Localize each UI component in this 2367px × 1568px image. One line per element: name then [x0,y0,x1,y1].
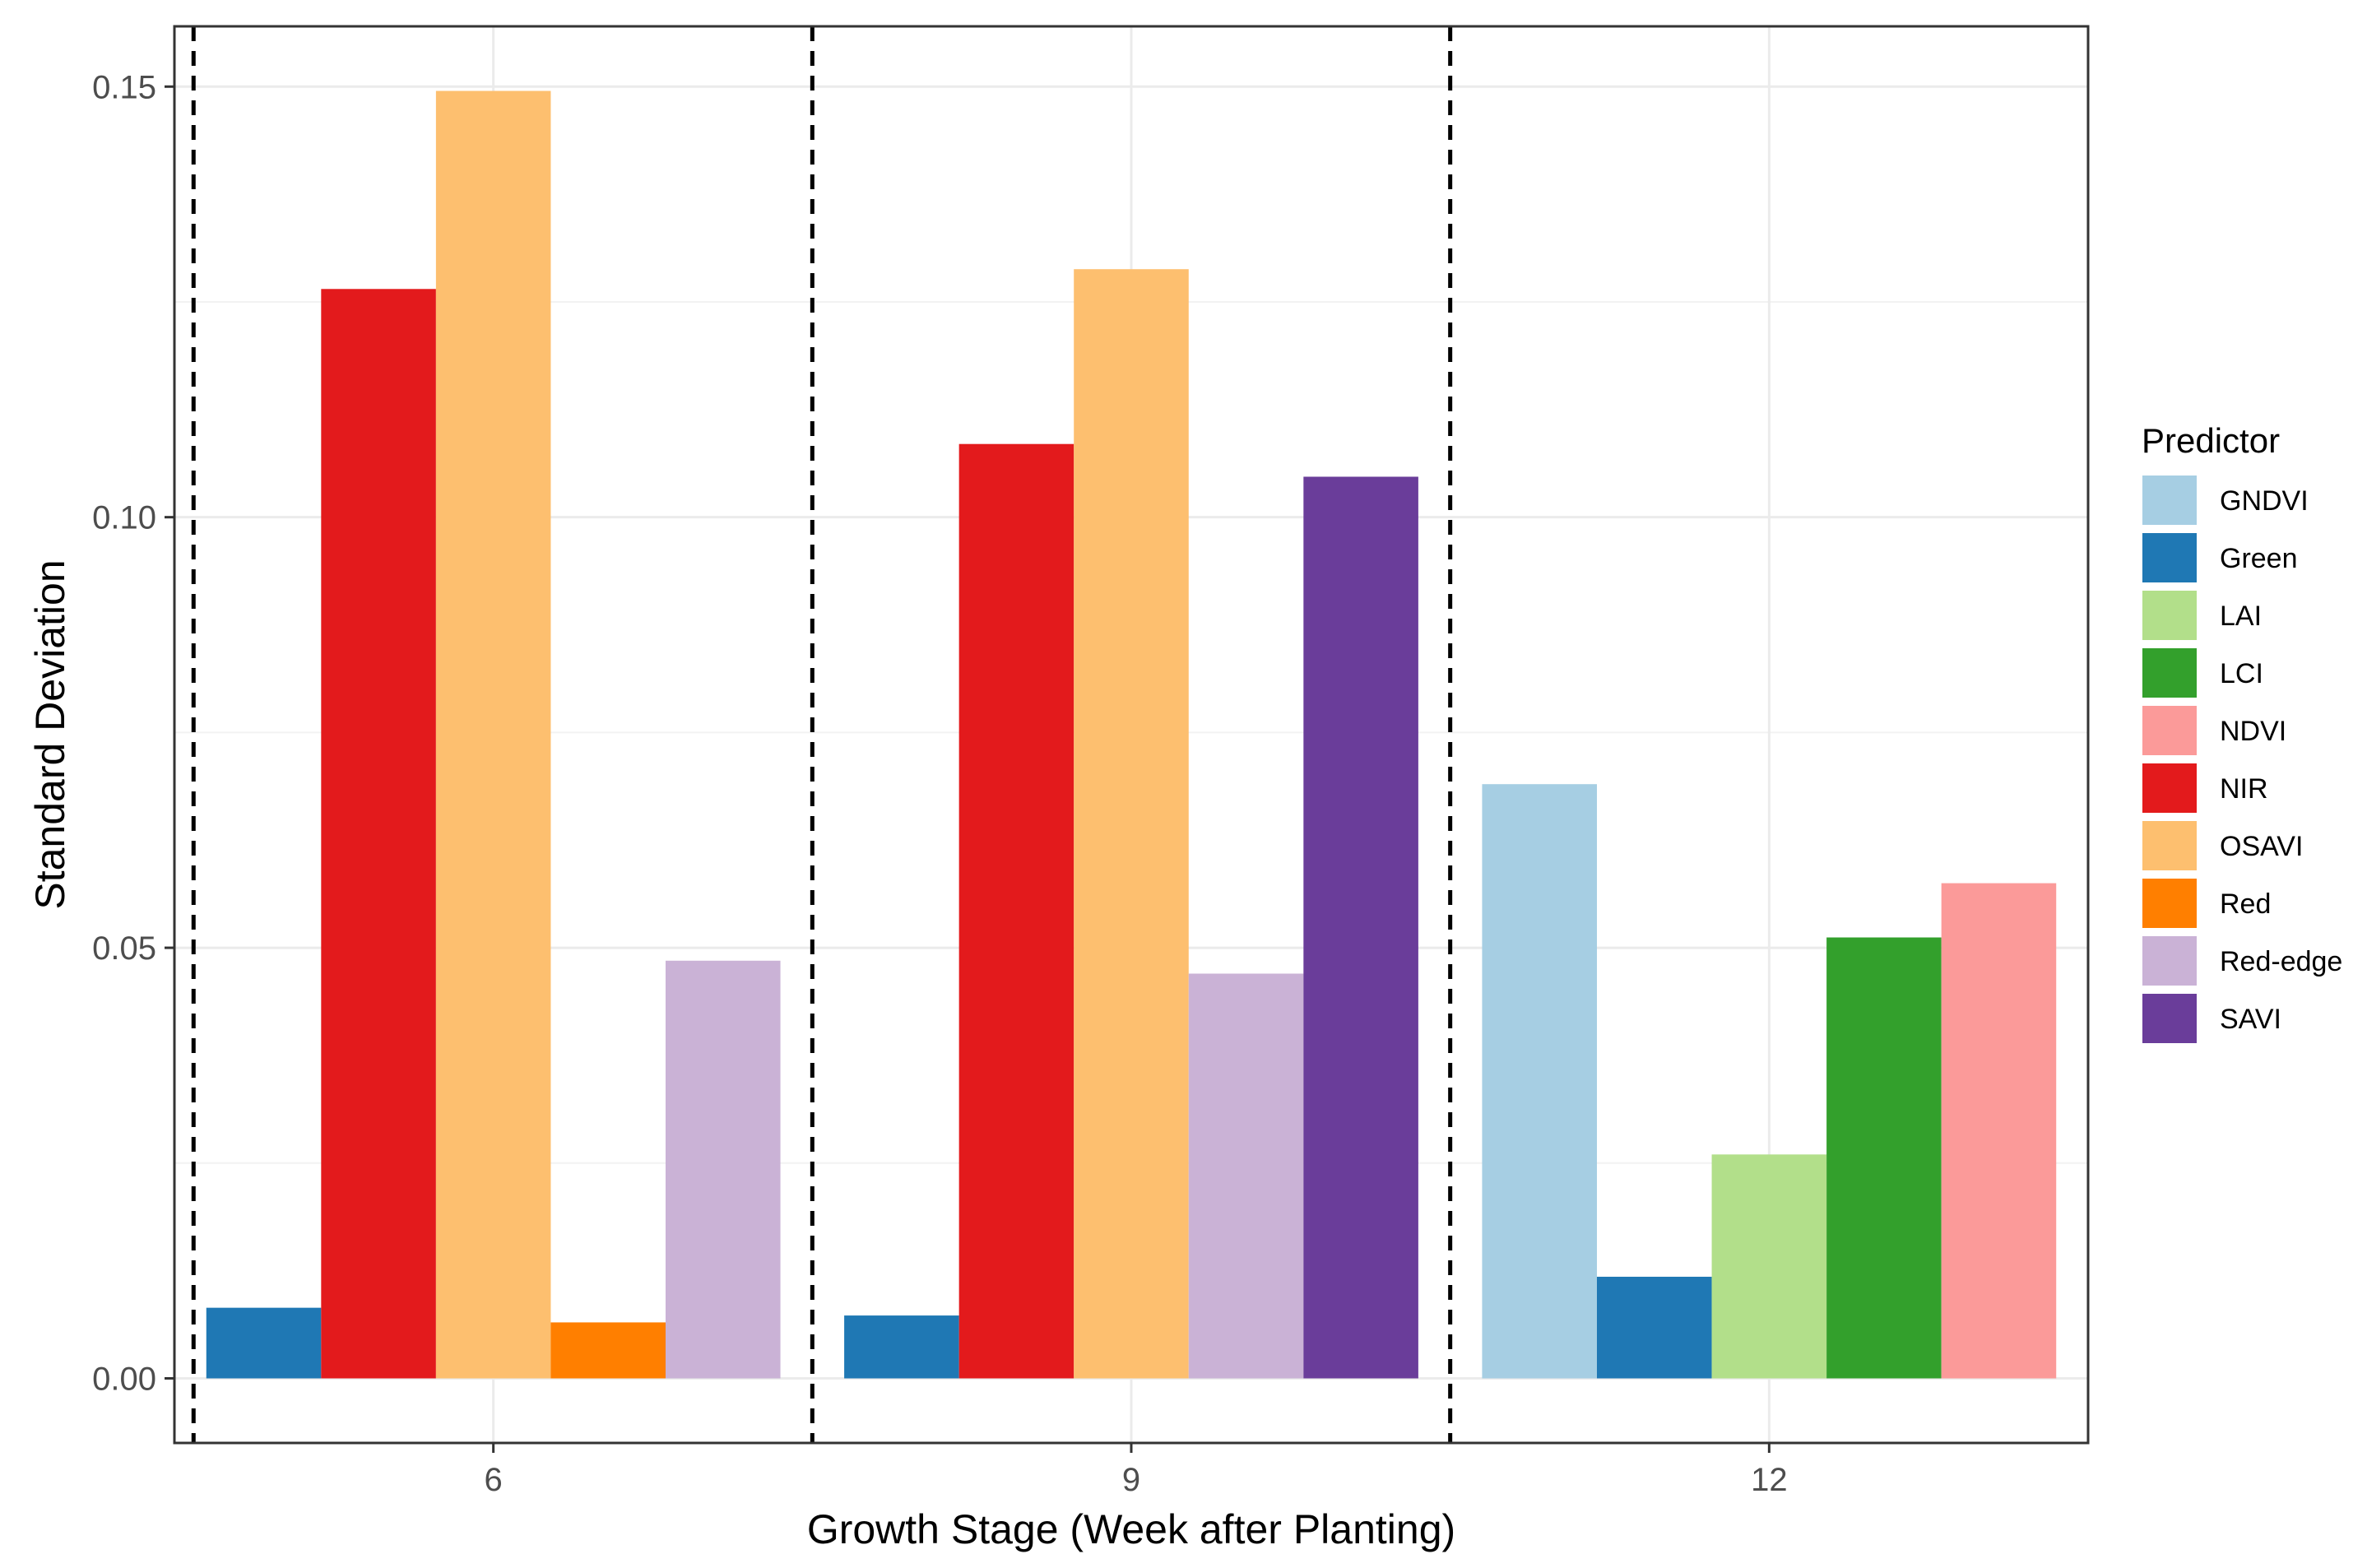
y-tick-label: 0.05 [92,930,156,967]
bar-green-week-12 [1596,1276,1712,1379]
legend-key-ndvi [2142,706,2197,755]
legend-label-lci: LCI [2220,658,2263,689]
y-axis-title: Standard Deviation [27,559,73,909]
bar-osavi-week-9 [1074,269,1189,1379]
bar-nir-week-9 [958,443,1074,1379]
legend-title: Predictor [2142,421,2280,460]
legend-label-gndvi: GNDVI [2220,485,2309,517]
x-tick-label: 6 [485,1462,503,1498]
y-tick-label: 0.10 [92,500,156,536]
legend-label-ndvi: NDVI [2220,716,2286,747]
bar-gndvi-week-12 [1482,784,1597,1379]
legend-label-osavi: OSAVI [2220,831,2303,862]
bar-savi-week-9 [1303,476,1418,1379]
legend-key-red [2142,879,2197,928]
x-tick-label: 12 [1751,1462,1788,1498]
legend-items: GNDVI Green LAI LCI NDVI NIR OSAVI Red Red-edge S… [2142,476,2342,1043]
bar-osavi-week-6 [435,90,551,1379]
bar-red-week-6 [550,1322,666,1379]
legend-label-green: Green [2220,543,2298,574]
legend-key-lci [2142,648,2197,698]
y-axis-ticks: 0.00 0.05 0.10 0.15 [92,69,174,1397]
legend-key-nir [2142,763,2197,813]
legend-label-nir: NIR [2220,773,2268,805]
x-axis-ticks: 6 9 12 [485,1443,1788,1498]
legend-label-red: Red [2220,888,2271,920]
y-tick-label: 0.00 [92,1361,156,1397]
bar-red-edge-week-6 [666,960,781,1379]
bar-green-week-6 [206,1307,322,1379]
legend-key-red-edge [2142,936,2197,986]
legend: Predictor GNDVI Green LAI LCI NDVI NIR OSAVI Re… [2142,421,2342,1043]
bar-nir-week-6 [321,289,436,1379]
legend-key-green [2142,533,2197,582]
bar-ndvi-week-12 [1941,883,2057,1379]
bars [206,90,2057,1379]
bar-green-week-9 [844,1315,959,1379]
bar-red-edge-week-9 [1188,973,1304,1379]
legend-key-lai [2142,591,2197,640]
group-separators [191,26,1453,1443]
legend-key-gndvi [2142,476,2197,525]
x-axis-title: Growth Stage (Week after Planting) [807,1506,1455,1552]
y-tick-label: 0.15 [92,69,156,105]
legend-label-lai: LAI [2220,601,2262,632]
bar-lci-week-12 [1826,937,1942,1379]
legend-label-savi: SAVI [2220,1004,2281,1035]
legend-key-savi [2142,994,2197,1043]
x-tick-label: 9 [1122,1462,1140,1498]
bar-lai-week-12 [1711,1154,1827,1379]
legend-label-red-edge: Red-edge [2220,946,2342,977]
legend-key-osavi [2142,821,2197,870]
